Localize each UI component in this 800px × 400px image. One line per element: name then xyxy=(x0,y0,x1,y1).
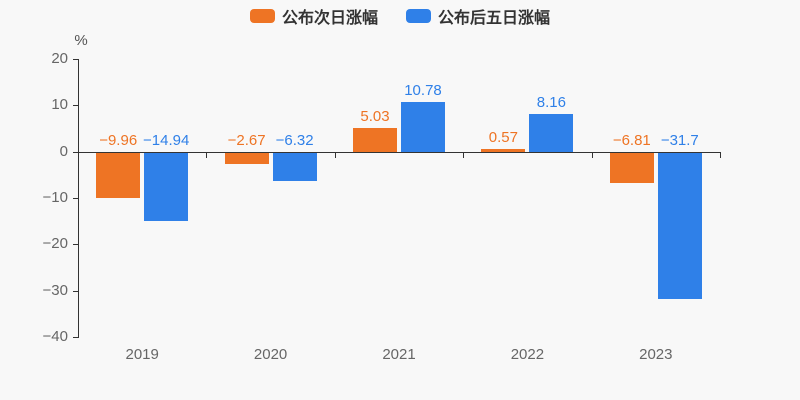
y-axis-tick-label: −40 xyxy=(42,328,68,345)
bar-value-label: −31.7 xyxy=(660,131,699,149)
x-axis-tick xyxy=(206,151,208,158)
bar-value-label: −9.96 xyxy=(99,131,138,149)
y-axis-tick-label: −30 xyxy=(42,281,68,299)
y-axis-unit-label: % xyxy=(74,32,88,49)
bar-s1-2022[interactable] xyxy=(529,113,574,152)
y-axis-tick xyxy=(73,59,78,60)
bar-s1-2020[interactable] xyxy=(272,151,317,181)
legend-label-five-day-change: 公布后五日涨幅 xyxy=(438,10,551,27)
x-axis-tick xyxy=(463,151,465,158)
x-axis-tick xyxy=(591,151,593,158)
y-axis-tick xyxy=(73,105,78,107)
plot-area: −9.96 −2.67 5.03 0.57 −6.81 −14.94 −6.32 10.78 8… xyxy=(43,50,721,363)
bar-s1-2023[interactable] xyxy=(657,151,702,299)
legend-swatch-orange xyxy=(249,9,275,23)
legend-item-five-day-change[interactable]: 公布后五日涨幅 xyxy=(406,4,550,28)
bar-value-label: 5.03 xyxy=(360,108,390,126)
y-axis-tick xyxy=(73,198,78,199)
x-axis-line xyxy=(78,151,721,153)
y-axis-line xyxy=(78,59,79,338)
x-axis-tick xyxy=(720,151,721,158)
y-axis-tick-label: −10 xyxy=(42,189,68,206)
bar-value-label: 10.78 xyxy=(404,81,442,99)
legend: 公布次日涨幅 公布后五日涨幅 xyxy=(0,4,800,28)
bar-s0-2023[interactable] xyxy=(609,151,654,184)
y-axis-tick-label: 0 xyxy=(59,142,68,160)
bar-value-label: 8.16 xyxy=(536,93,566,111)
bar-value-label: 0.57 xyxy=(488,129,518,147)
bar-value-label: −14.94 xyxy=(143,131,190,149)
x-axis-tick xyxy=(334,151,336,158)
legend-swatch-blue xyxy=(406,9,431,23)
legend-item-next-day-change[interactable]: 公布次日涨幅 xyxy=(249,4,378,28)
x-axis-category-label: 2020 xyxy=(253,346,288,363)
bar-s0-2021[interactable] xyxy=(353,128,397,152)
bar-value-label: −6.81 xyxy=(612,131,651,149)
bar-s1-2021[interactable] xyxy=(401,101,445,152)
legend-label-next-day-change: 公布次日涨幅 xyxy=(281,10,378,27)
bar-value-label: −6.32 xyxy=(275,131,314,149)
bar-s1-2019[interactable] xyxy=(144,151,189,221)
x-axis-category-label: 2021 xyxy=(382,346,416,363)
bar-s0-2022[interactable] xyxy=(481,149,526,152)
bar-value-label: −2.67 xyxy=(227,131,266,149)
x-axis-category-label: 2023 xyxy=(639,346,673,363)
y-axis-tick xyxy=(73,151,78,153)
y-axis-tick-label: 10 xyxy=(51,96,68,114)
y-axis-tick xyxy=(73,244,78,246)
x-axis-category-label: 2019 xyxy=(125,346,159,363)
y-axis-tick-label: −20 xyxy=(42,235,68,253)
bar-s0-2020[interactable] xyxy=(224,151,269,165)
y-axis-tick xyxy=(73,290,78,292)
y-axis-tick-label: 20 xyxy=(51,50,68,67)
x-axis-category-label: 2022 xyxy=(510,346,545,363)
bar-s0-2019[interactable] xyxy=(96,151,141,198)
y-axis-tick xyxy=(73,337,78,338)
